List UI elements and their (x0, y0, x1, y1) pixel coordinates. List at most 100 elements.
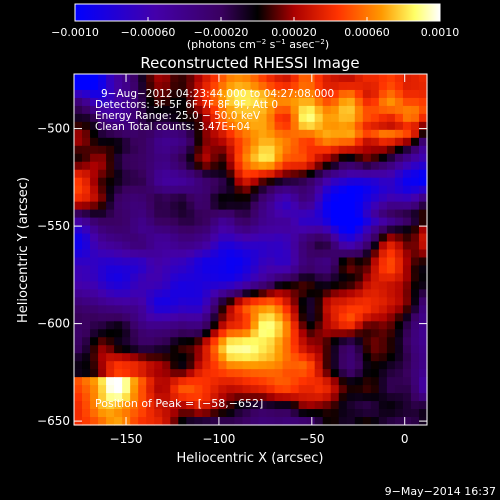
heatmap-cell (210, 281, 220, 290)
heatmap-cell (154, 89, 163, 99)
heatmap-cell (82, 233, 91, 243)
heatmap-cell (266, 81, 276, 91)
heatmap-cell (354, 289, 364, 298)
heatmap-cell (290, 233, 300, 243)
heatmap-cell (378, 273, 388, 283)
heatmap-cell (362, 129, 372, 139)
y-axis-label: Heliocentric Y (arcsec) (16, 177, 31, 323)
heatmap-cell (90, 113, 99, 123)
heatmap-cell (202, 241, 211, 251)
heatmap-cell (418, 121, 428, 131)
heatmap-cell (82, 249, 91, 259)
heatmap-cell (258, 329, 268, 338)
heatmap-cell (226, 89, 236, 99)
heatmap-cell (266, 241, 276, 251)
heatmap-cell (298, 353, 308, 362)
heatmap-cell (186, 137, 195, 147)
heatmap-cell (242, 105, 252, 115)
heatmap-cell (266, 361, 276, 370)
heatmap-cell (298, 185, 308, 195)
heatmap-cell (194, 273, 203, 283)
heatmap-cell (314, 193, 324, 203)
heatmap-cell (354, 97, 364, 107)
heatmap-cell (298, 385, 308, 394)
heatmap-cell (370, 313, 380, 322)
heatmap-cell (178, 377, 187, 386)
heatmap-cell (154, 401, 163, 410)
heatmap-cell (178, 369, 187, 378)
heatmap-cell (266, 105, 276, 115)
heatmap-cell (122, 409, 131, 418)
heatmap-cell (282, 377, 292, 386)
heatmap-cell (346, 201, 356, 211)
heatmap-cell (394, 305, 404, 314)
heatmap-cell (186, 361, 195, 370)
heatmap-cell (162, 385, 171, 394)
heatmap-cell (282, 353, 292, 362)
heatmap-cell (114, 369, 123, 378)
heatmap-cell (410, 321, 420, 330)
heatmap-cell (298, 417, 308, 426)
heatmap-cell (250, 241, 260, 251)
heatmap-cell (394, 81, 404, 91)
heatmap-cell (194, 361, 203, 370)
heatmap-cell (202, 105, 211, 115)
heatmap-cell (162, 74, 171, 83)
heatmap-cell (274, 321, 284, 330)
heatmap-cell (202, 281, 211, 290)
heatmap-cell (194, 329, 203, 338)
heatmap-cell (170, 129, 179, 139)
heatmap-cell (122, 265, 131, 275)
heatmap-cell (170, 257, 179, 267)
heatmap-cell (162, 225, 171, 235)
heatmap-cell (298, 281, 308, 290)
heatmap-cell (394, 297, 404, 306)
heatmap-cell (250, 177, 260, 187)
heatmap-cell (378, 361, 388, 370)
heatmap-cell (106, 161, 115, 171)
heatmap-cell (218, 297, 228, 306)
heatmap-cell (98, 329, 107, 338)
heatmap-cell (178, 153, 187, 163)
heatmap-cell (330, 273, 340, 283)
heatmap-cell (218, 169, 228, 179)
heatmap-cell (242, 401, 252, 410)
heatmap-cell (130, 169, 139, 179)
heatmap-cell (210, 353, 220, 362)
heatmap-cell (322, 177, 332, 187)
heatmap-cell (202, 169, 211, 179)
heatmap-cell (98, 81, 107, 91)
heatmap-cell (314, 393, 324, 402)
heatmap-cell (202, 249, 211, 259)
heatmap-cell (418, 369, 428, 378)
heatmap-cell (354, 305, 364, 314)
heatmap-cell (410, 265, 420, 275)
heatmap-cell (138, 369, 147, 378)
heatmap-cell (186, 225, 195, 235)
heatmap-cell (290, 409, 300, 418)
heatmap-cell (330, 201, 340, 211)
heatmap-cell (410, 289, 420, 298)
heatmap-cell (370, 385, 380, 394)
heatmap-cell (234, 393, 244, 402)
heatmap-cell (330, 241, 340, 251)
heatmap-cell (306, 97, 316, 107)
heatmap-cell (234, 185, 244, 195)
heatmap-cell (402, 385, 412, 394)
heatmap-cell (202, 353, 211, 362)
heatmap-cell (354, 345, 364, 354)
heatmap-cell (330, 417, 340, 426)
heatmap-cell (114, 329, 123, 338)
heatmap-cell (74, 329, 83, 338)
heatmap-cell (114, 105, 123, 115)
heatmap-cell (202, 297, 211, 306)
heatmap-cell (226, 361, 236, 370)
heatmap-cell (114, 417, 123, 426)
heatmap-cell (346, 225, 356, 235)
heatmap-cell (306, 161, 316, 171)
heatmap-cell (250, 297, 260, 306)
heatmap-cell (386, 177, 396, 187)
heatmap-cell (234, 193, 244, 203)
heatmap-cell (306, 217, 316, 227)
heatmap-cell (218, 161, 228, 171)
